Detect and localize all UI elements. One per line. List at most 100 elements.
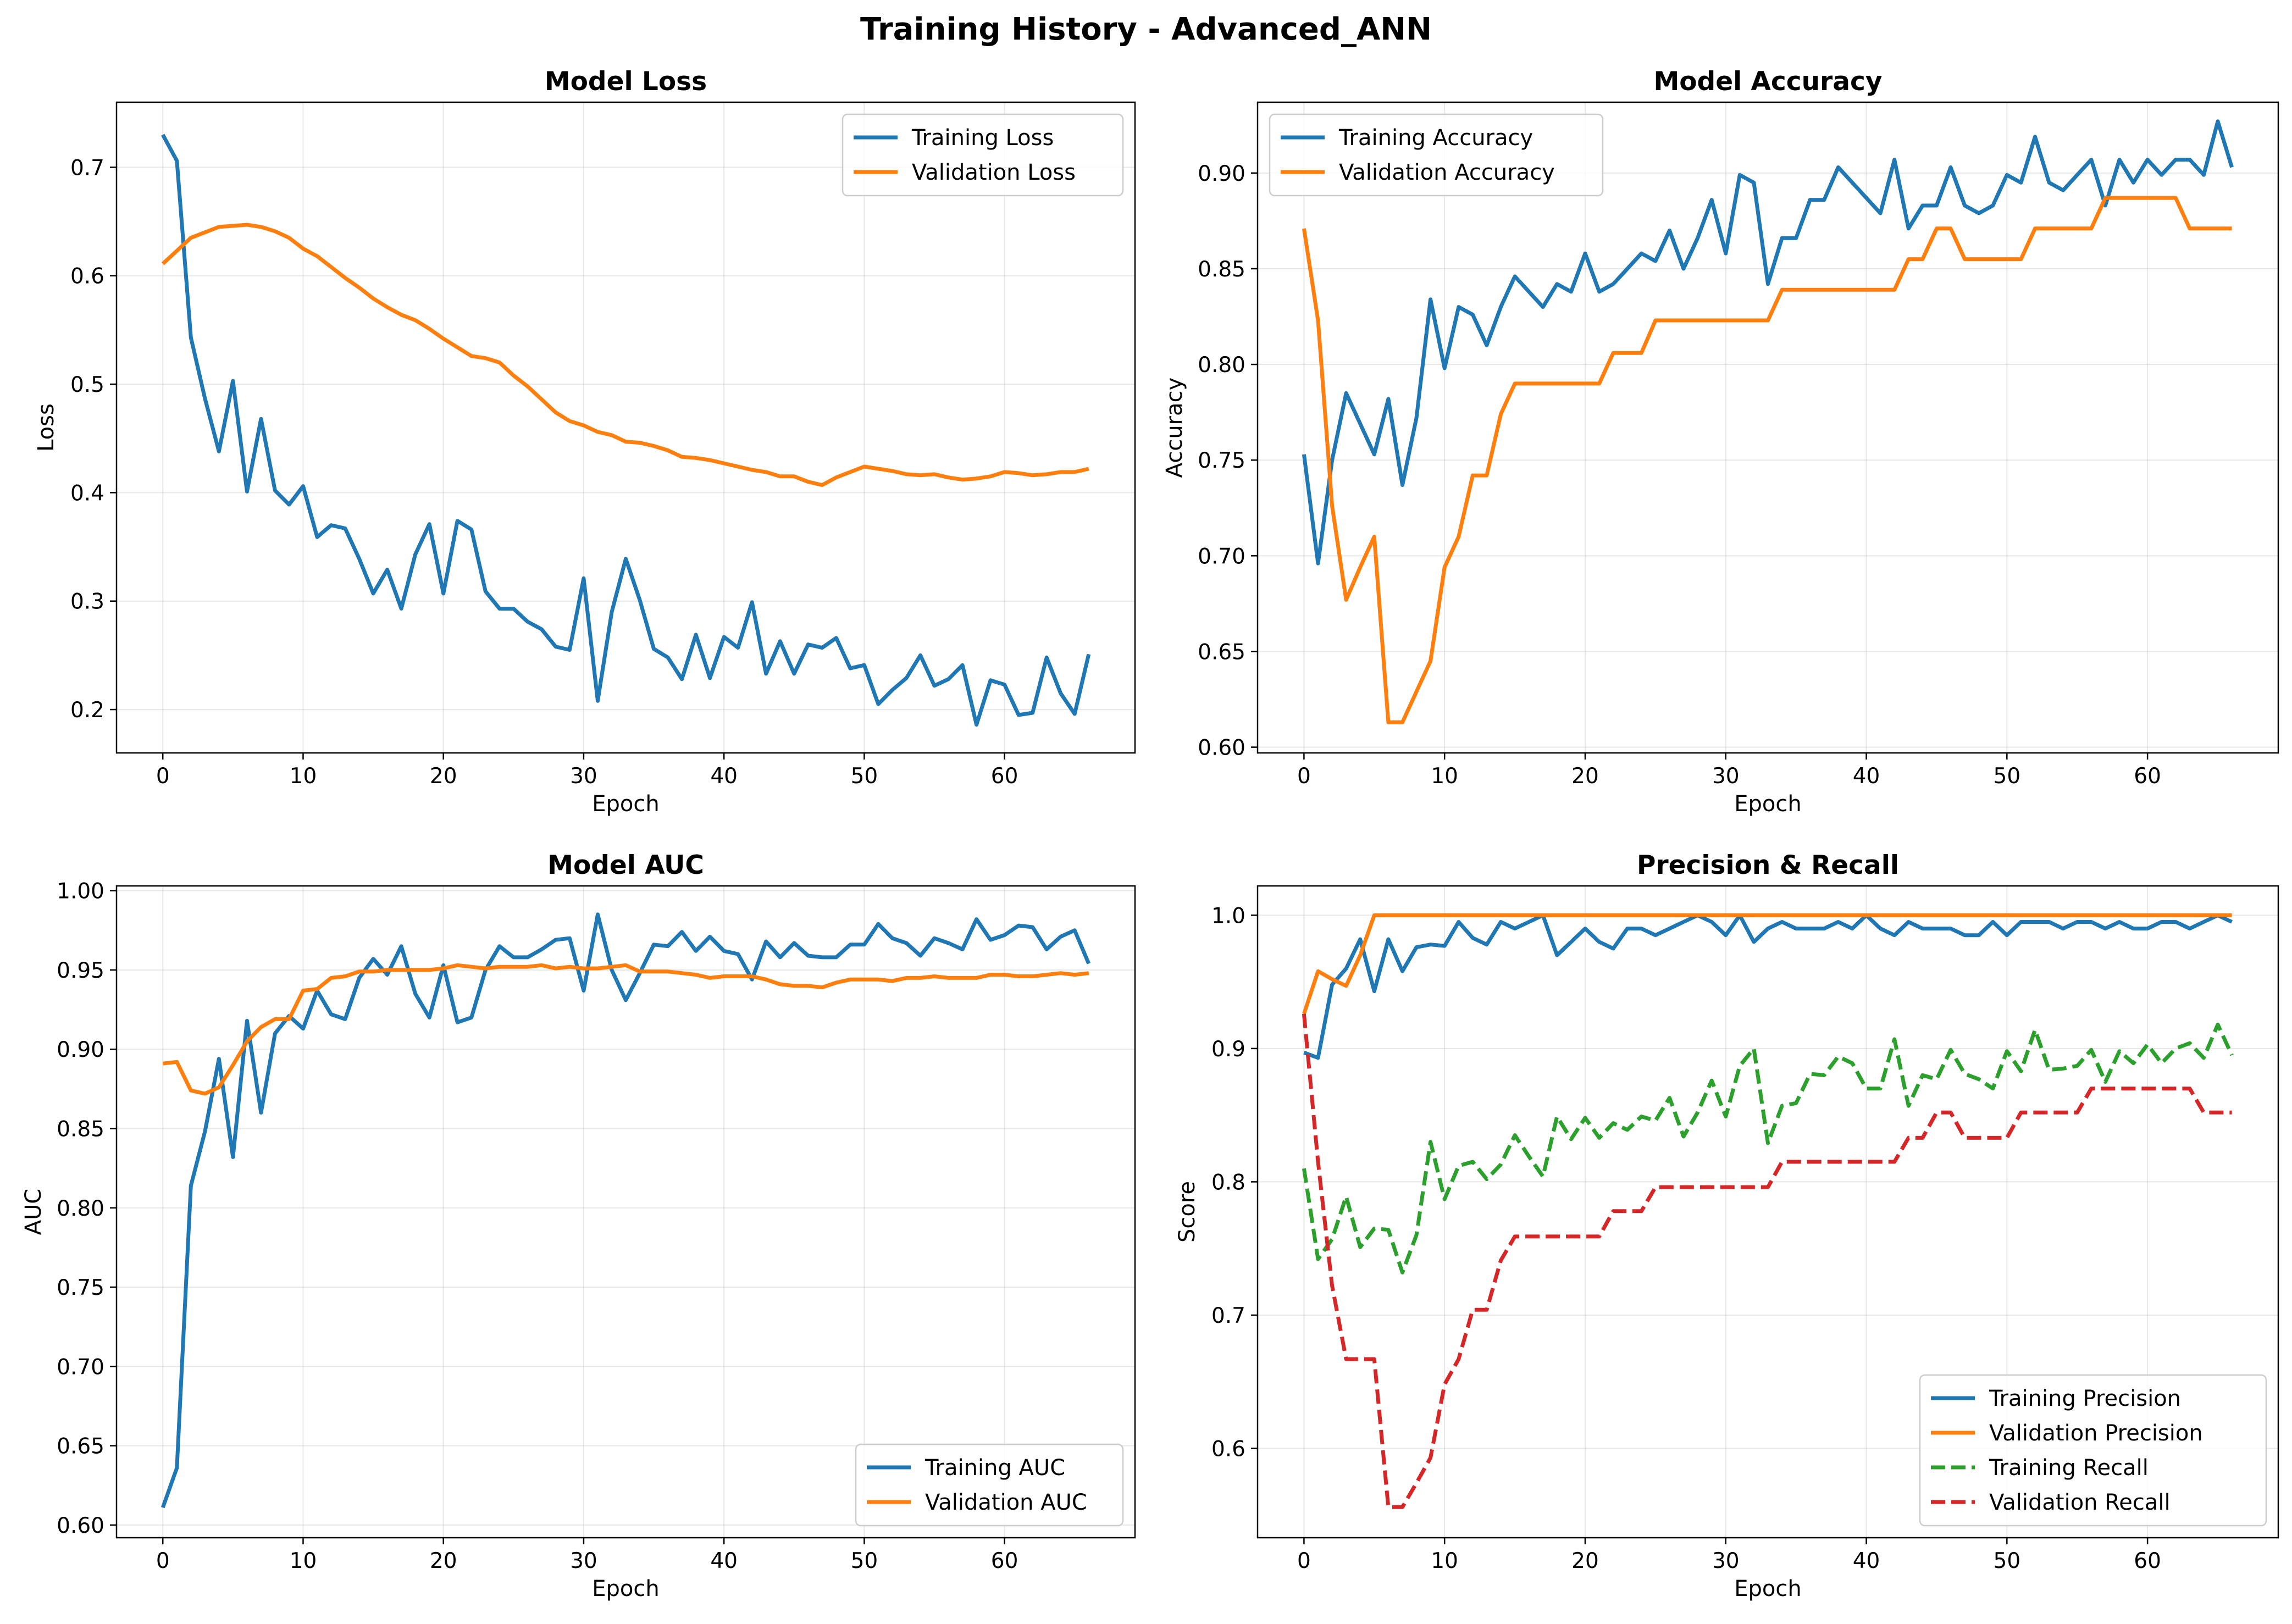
y-axis-label: Score bbox=[1175, 1181, 1200, 1243]
x-tick-label: 50 bbox=[1994, 1549, 2021, 1573]
x-tick-label: 50 bbox=[1994, 764, 2021, 789]
y-tick-label: 1.0 bbox=[1211, 904, 1245, 928]
x-tick-label: 20 bbox=[1571, 764, 1599, 789]
x-tick-label: 0 bbox=[156, 1549, 170, 1573]
y-tick-label: 0.60 bbox=[57, 1514, 104, 1538]
series-line-training-loss bbox=[161, 134, 1091, 727]
chart-title: Precision & Recall bbox=[1637, 850, 1899, 880]
y-tick-label: 0.70 bbox=[1198, 544, 1245, 569]
y-tick-label: 0.95 bbox=[57, 958, 104, 983]
x-tick-label: 60 bbox=[991, 1549, 1018, 1573]
y-axis-label: AUC bbox=[21, 1189, 46, 1235]
axes-frame bbox=[115, 885, 1136, 1539]
x-axis-label: Epoch bbox=[1734, 791, 1801, 817]
x-tick-label: 40 bbox=[1853, 1549, 1880, 1573]
x-tick-label: 30 bbox=[1712, 764, 1740, 789]
series-line-training-accuracy bbox=[1302, 119, 2234, 566]
x-tick-label: 40 bbox=[1853, 764, 1880, 789]
chart-title: Model Loss bbox=[545, 66, 707, 97]
x-tick-label: 10 bbox=[1431, 1549, 1458, 1573]
legend-label-training-recall: Training Recall bbox=[1989, 1455, 2149, 1481]
x-tick-label: 0 bbox=[1297, 1549, 1311, 1573]
x-tick-label: 40 bbox=[710, 1549, 738, 1573]
x-tick-label: 60 bbox=[2134, 764, 2161, 789]
series-line-validation-precision bbox=[1302, 913, 2232, 1015]
x-axis-label: Epoch bbox=[592, 791, 659, 817]
legend-label-training-precision: Training Precision bbox=[1989, 1386, 2181, 1411]
legend-frame bbox=[1919, 1374, 2267, 1527]
chart-title: Model Accuracy bbox=[1653, 66, 1882, 97]
chart-model-accuracy: 0 10 20 30 40 50 60 0.60 0.65 0.70 0.75 0.80 0.85 0.9… bbox=[1162, 66, 2279, 817]
legend-label-training-loss: Training Loss bbox=[911, 125, 1054, 151]
series-line-training-precision bbox=[1303, 913, 2233, 1060]
chart-precision-recall: 0 10 20 30 40 50 60 0.6 0.7 0.8 0.9 1.0 Precision & … bbox=[1175, 850, 2279, 1601]
chart-model-loss: 0 10 20 30 40 50 60 0.2 0.3 0.4 0.5 0.6 0.7 Model Los… bbox=[34, 66, 1136, 817]
legend: Training Loss Validation Loss bbox=[841, 113, 1124, 197]
y-axis-label: Loss bbox=[34, 403, 59, 452]
y-tick-label: 0.7 bbox=[70, 156, 104, 180]
y-tick-label: 0.85 bbox=[1198, 257, 1245, 282]
axes-frame bbox=[1256, 885, 2279, 1539]
legend-label-validation-accuracy: Validation Accuracy bbox=[1339, 160, 1555, 185]
y-tick-label: 0.7 bbox=[1211, 1304, 1245, 1328]
x-tick-label: 0 bbox=[156, 764, 170, 789]
y-tick-label: 0.9 bbox=[1211, 1037, 1245, 1062]
y-tick-label: 0.90 bbox=[1198, 162, 1245, 186]
series-line-training-recall bbox=[1302, 1022, 2234, 1274]
legend-label-validation-precision: Validation Precision bbox=[1989, 1421, 2203, 1446]
x-tick-label: 20 bbox=[430, 1549, 457, 1573]
x-tick-label: 50 bbox=[851, 764, 878, 789]
legend: Training AUC Validation AUC bbox=[855, 1443, 1124, 1527]
y-tick-label: 0.75 bbox=[57, 1276, 104, 1300]
y-tick-label: 0.6 bbox=[70, 264, 104, 289]
y-tick-label: 0.60 bbox=[1198, 736, 1245, 761]
y-tick-label: 0.3 bbox=[70, 590, 104, 614]
legend-label-validation-auc: Validation AUC bbox=[925, 1490, 1087, 1515]
y-tick-label: 0.8 bbox=[1211, 1170, 1245, 1195]
series-line-validation-accuracy bbox=[1302, 196, 2232, 724]
x-tick-label: 60 bbox=[2134, 1549, 2161, 1573]
y-axis-label: Accuracy bbox=[1162, 378, 1187, 478]
legend-label-validation-loss: Validation Loss bbox=[912, 160, 1076, 185]
legend-frame bbox=[855, 1443, 1124, 1527]
axes-frame bbox=[115, 101, 1136, 754]
y-tick-label: 0.5 bbox=[70, 373, 104, 397]
x-tick-label: 20 bbox=[430, 764, 457, 789]
x-tick-label: 10 bbox=[290, 764, 317, 789]
legend-label-training-accuracy: Training Accuracy bbox=[1338, 125, 1533, 151]
x-tick-label: 10 bbox=[1431, 764, 1458, 789]
x-tick-label: 30 bbox=[570, 1549, 597, 1573]
y-tick-label: 0.6 bbox=[1211, 1437, 1245, 1462]
x-axis-label: Epoch bbox=[1734, 1576, 1801, 1601]
series-line-validation-recall bbox=[1302, 1013, 2232, 1509]
legend-label-training-auc: Training AUC bbox=[924, 1455, 1065, 1481]
x-tick-label: 20 bbox=[1571, 1549, 1599, 1573]
legend-frame bbox=[1269, 113, 1604, 197]
series-line-validation-loss bbox=[161, 223, 1089, 487]
x-axis-label: Epoch bbox=[592, 1576, 659, 1601]
legend: Training Accuracy Validation Accuracy bbox=[1269, 113, 1604, 197]
x-tick-label: 50 bbox=[851, 1549, 878, 1573]
y-tick-label: 0.85 bbox=[57, 1117, 104, 1142]
chart-title: Model AUC bbox=[547, 850, 704, 880]
figure-title: Training History - Advanced_ANN bbox=[860, 12, 1432, 47]
chart-model-auc: 0 10 20 30 40 50 60 0.60 0.65 0.70 0.75 0.80 0.85 0.9… bbox=[21, 850, 1136, 1601]
y-tick-label: 0.90 bbox=[57, 1038, 104, 1062]
x-tick-label: 10 bbox=[290, 1549, 317, 1573]
legend-label-validation-recall: Validation Recall bbox=[1989, 1490, 2171, 1515]
y-tick-label: 0.80 bbox=[1198, 353, 1245, 378]
x-tick-label: 30 bbox=[570, 764, 597, 789]
axes-frame bbox=[1256, 101, 2279, 754]
y-tick-label: 0.75 bbox=[1198, 448, 1245, 473]
y-tick-label: 0.65 bbox=[1198, 640, 1245, 664]
y-tick-label: 1.00 bbox=[57, 879, 104, 904]
x-tick-label: 60 bbox=[991, 764, 1018, 789]
legend-frame bbox=[841, 113, 1124, 197]
legend: Training Precision Validation Precision Tr… bbox=[1919, 1374, 2267, 1527]
y-tick-label: 0.65 bbox=[57, 1434, 104, 1459]
x-tick-label: 30 bbox=[1712, 1549, 1740, 1573]
series-line-validation-auc bbox=[162, 963, 1089, 1096]
y-tick-label: 0.70 bbox=[57, 1355, 104, 1379]
y-tick-label: 0.2 bbox=[70, 698, 104, 723]
